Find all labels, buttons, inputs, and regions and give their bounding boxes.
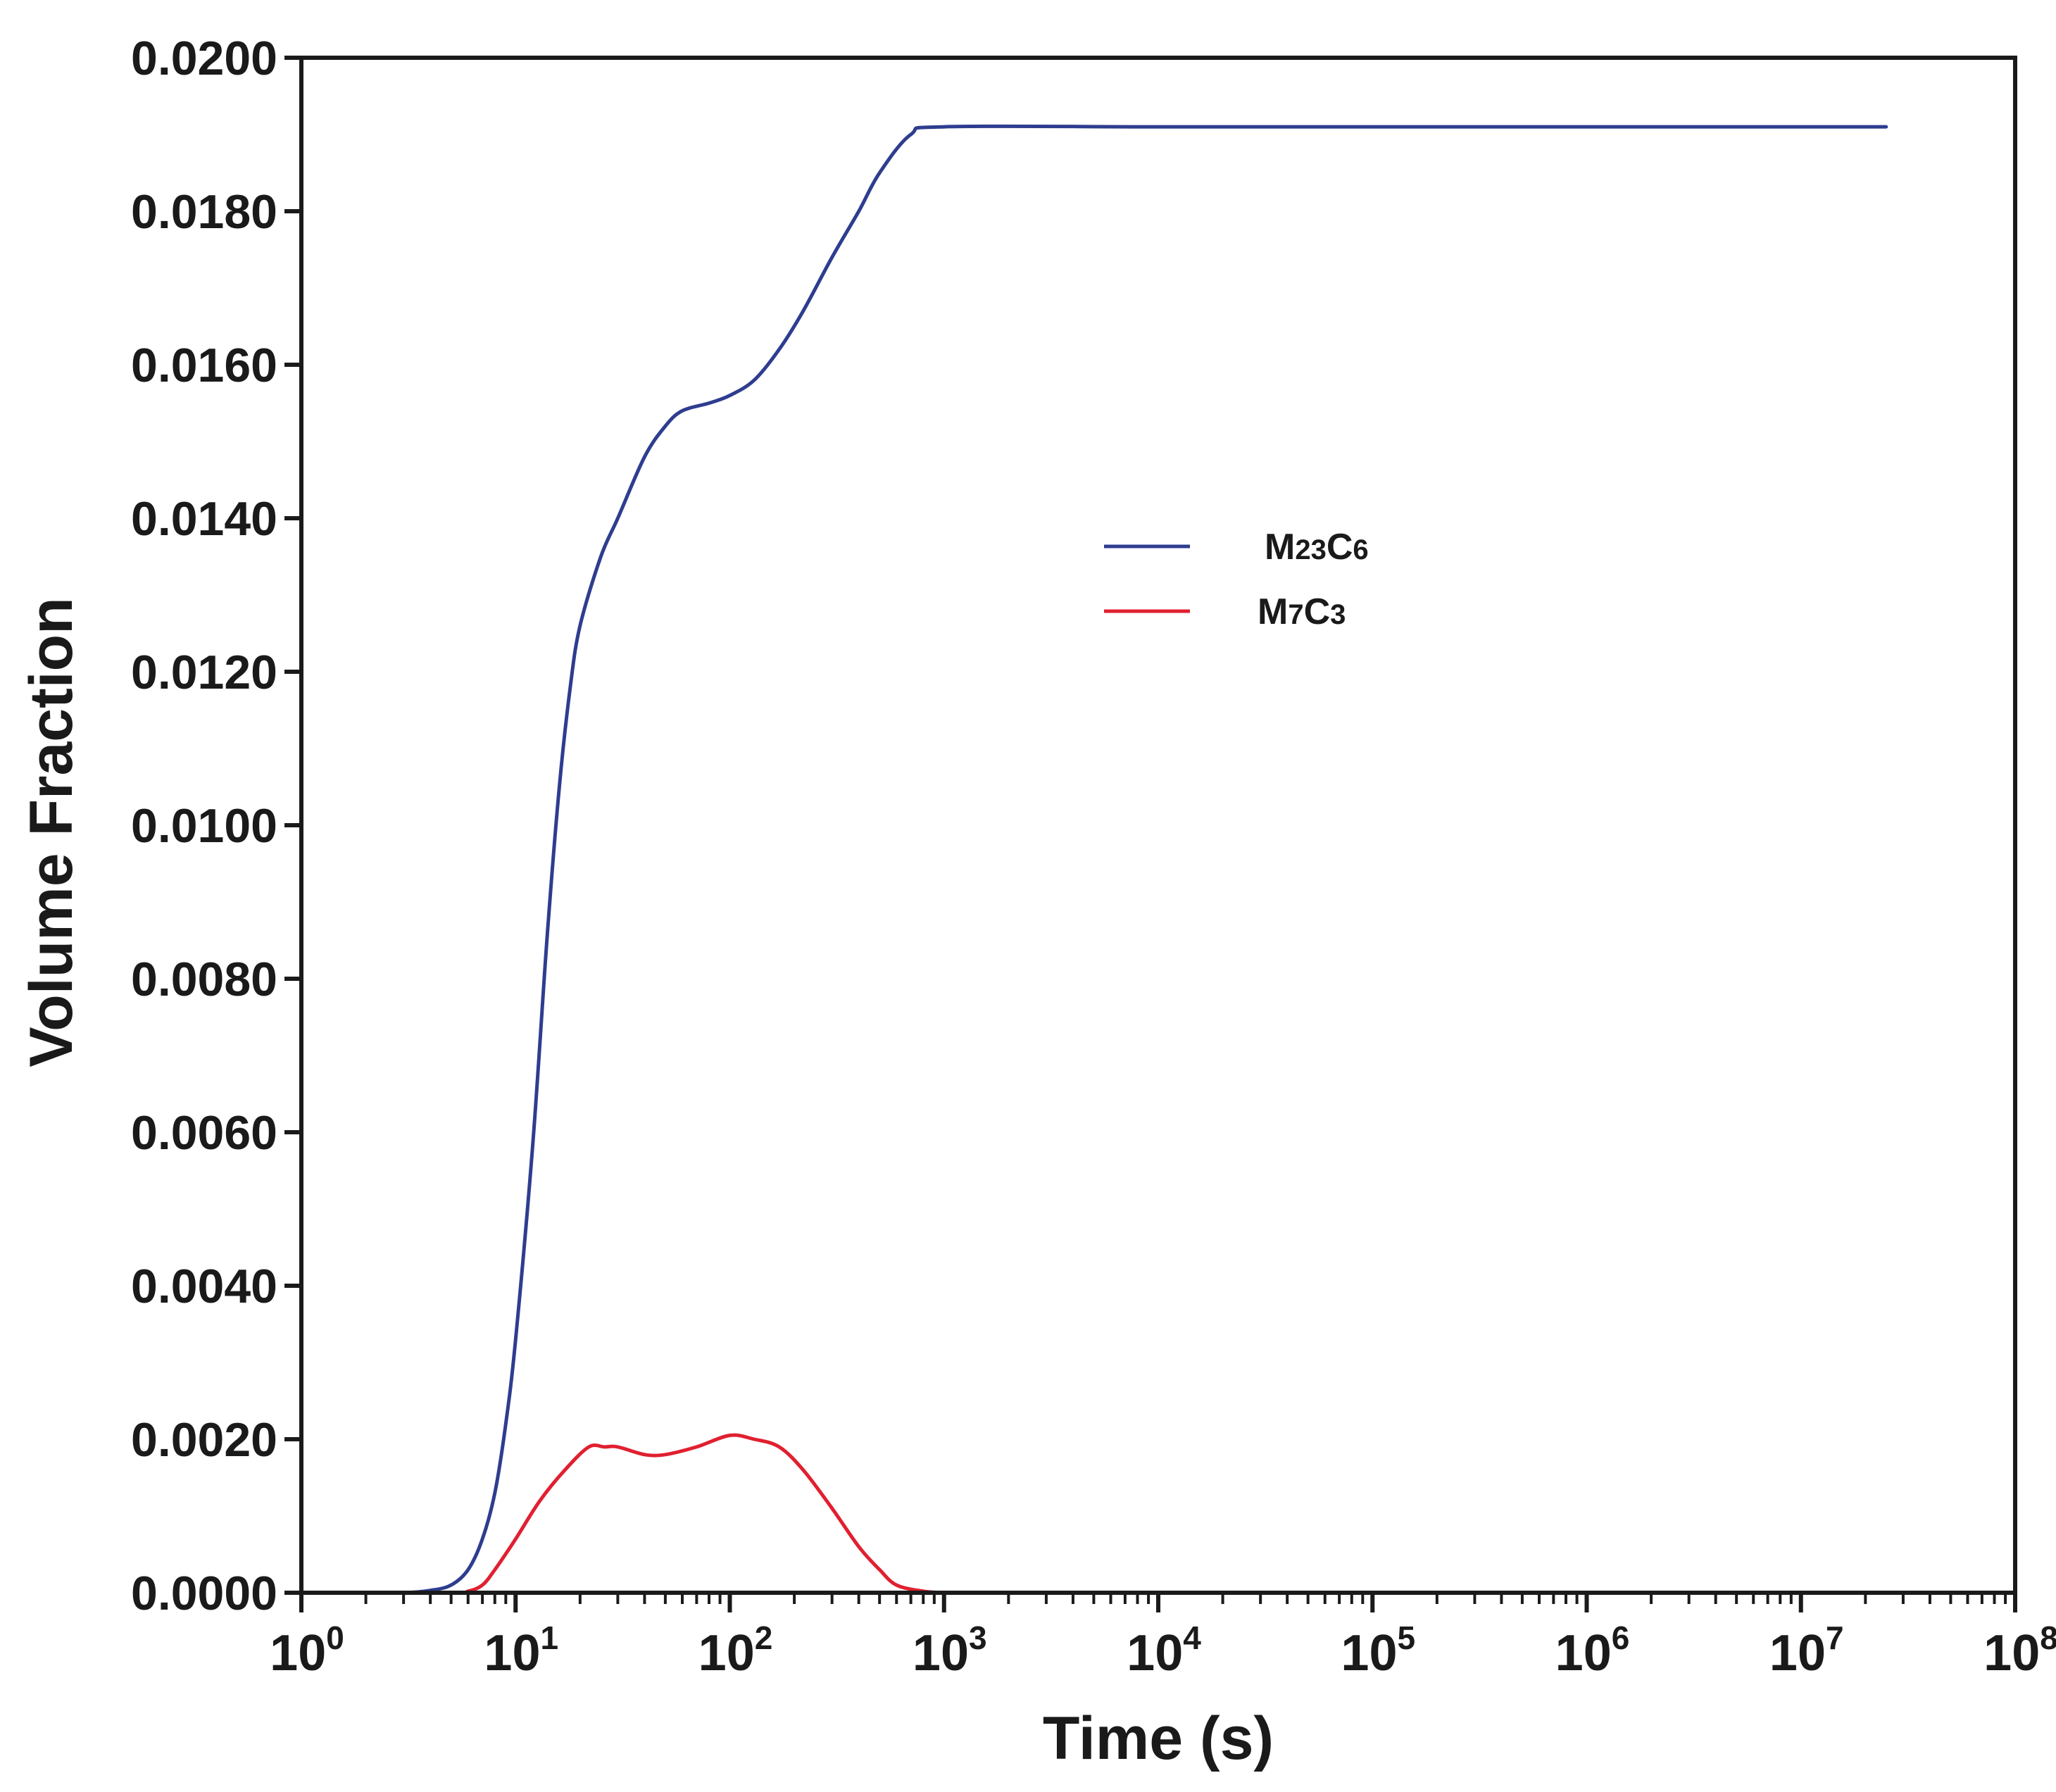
legend-label-m23c6: M23C6 <box>1265 527 1369 568</box>
legend-label-part: M <box>1265 527 1295 568</box>
y-axis-title: Volume Fraction <box>18 597 85 1067</box>
x-tick-exponent: 0 <box>326 1619 344 1656</box>
x-tick-label: 108 <box>1983 1619 2056 1681</box>
x-tick-label: 107 <box>1769 1619 1844 1681</box>
x-tick-label: 106 <box>1555 1619 1630 1681</box>
legend-label-part: C <box>1304 591 1331 632</box>
x-tick-base: 10 <box>270 1625 326 1681</box>
axis-labels-group: Time (s) Volume Fraction <box>18 597 1274 1772</box>
x-tick-exponent: 5 <box>1398 1619 1416 1656</box>
y-tick-label: 0.0060 <box>131 1106 277 1160</box>
legend-label-part: C <box>1327 527 1353 568</box>
plot-area-frame <box>299 56 2017 1595</box>
y-tick-label: 0.0140 <box>131 492 277 546</box>
x-tick-base: 10 <box>1769 1625 1826 1681</box>
series-group <box>299 124 1888 1595</box>
x-tick-base: 10 <box>1555 1625 1612 1681</box>
legend-label-subscript: 23 <box>1295 534 1327 565</box>
x-tick-label: 102 <box>698 1619 773 1681</box>
y-tick-label: 0.0180 <box>131 185 277 239</box>
x-tick-exponent: 6 <box>1612 1619 1630 1656</box>
legend-label-part: M <box>1258 591 1288 632</box>
x-tick-exponent: 2 <box>755 1619 773 1656</box>
y-tick-label: 0.0080 <box>131 953 277 1006</box>
y-tick-label: 0.0100 <box>131 799 277 853</box>
x-tick-label: 103 <box>913 1619 987 1681</box>
x-tick-label: 104 <box>1127 1619 1201 1681</box>
legend-label-m7c3: M7C3 <box>1258 591 1346 632</box>
x-tick-exponent: 8 <box>2040 1619 2056 1656</box>
x-tick-base: 10 <box>484 1625 540 1681</box>
x-tick-label: 105 <box>1341 1619 1415 1681</box>
x-tick-base: 10 <box>1127 1625 1183 1681</box>
x-tick-base: 10 <box>1983 1625 2040 1681</box>
legend-label-subscript: 6 <box>1353 534 1368 565</box>
series-line-m7c3 <box>299 1433 946 1595</box>
x-tick-base: 10 <box>698 1625 755 1681</box>
x-tick-exponent: 1 <box>541 1619 559 1656</box>
y-tick-label: 0.0000 <box>131 1567 277 1620</box>
y-tick-label: 0.0200 <box>131 32 277 85</box>
y-tick-label: 0.0160 <box>131 339 277 392</box>
legend-label-subscript: 3 <box>1330 599 1346 630</box>
x-tick-exponent: 7 <box>1826 1619 1844 1656</box>
y-tick-label: 0.0040 <box>131 1260 277 1313</box>
x-axis-title: Time (s) <box>1043 1705 1274 1772</box>
axes-group: 0.0000 0.0020 0.0040 0.0060 0.0080 0.0100 0.01… <box>131 32 2056 1681</box>
y-tick-label: 0.0020 <box>131 1413 277 1467</box>
x-tick-exponent: 3 <box>969 1619 987 1656</box>
y-tick-label: 0.0120 <box>131 646 277 699</box>
x-tick-base: 10 <box>1341 1625 1397 1681</box>
x-tick-exponent: 4 <box>1183 1619 1201 1656</box>
x-tick-base: 10 <box>913 1625 969 1681</box>
x-tick-label: 101 <box>484 1619 558 1681</box>
legend-label-subscript: 7 <box>1288 599 1303 630</box>
series-line-m23c6 <box>299 124 1888 1595</box>
x-tick-label: 100 <box>270 1619 344 1681</box>
